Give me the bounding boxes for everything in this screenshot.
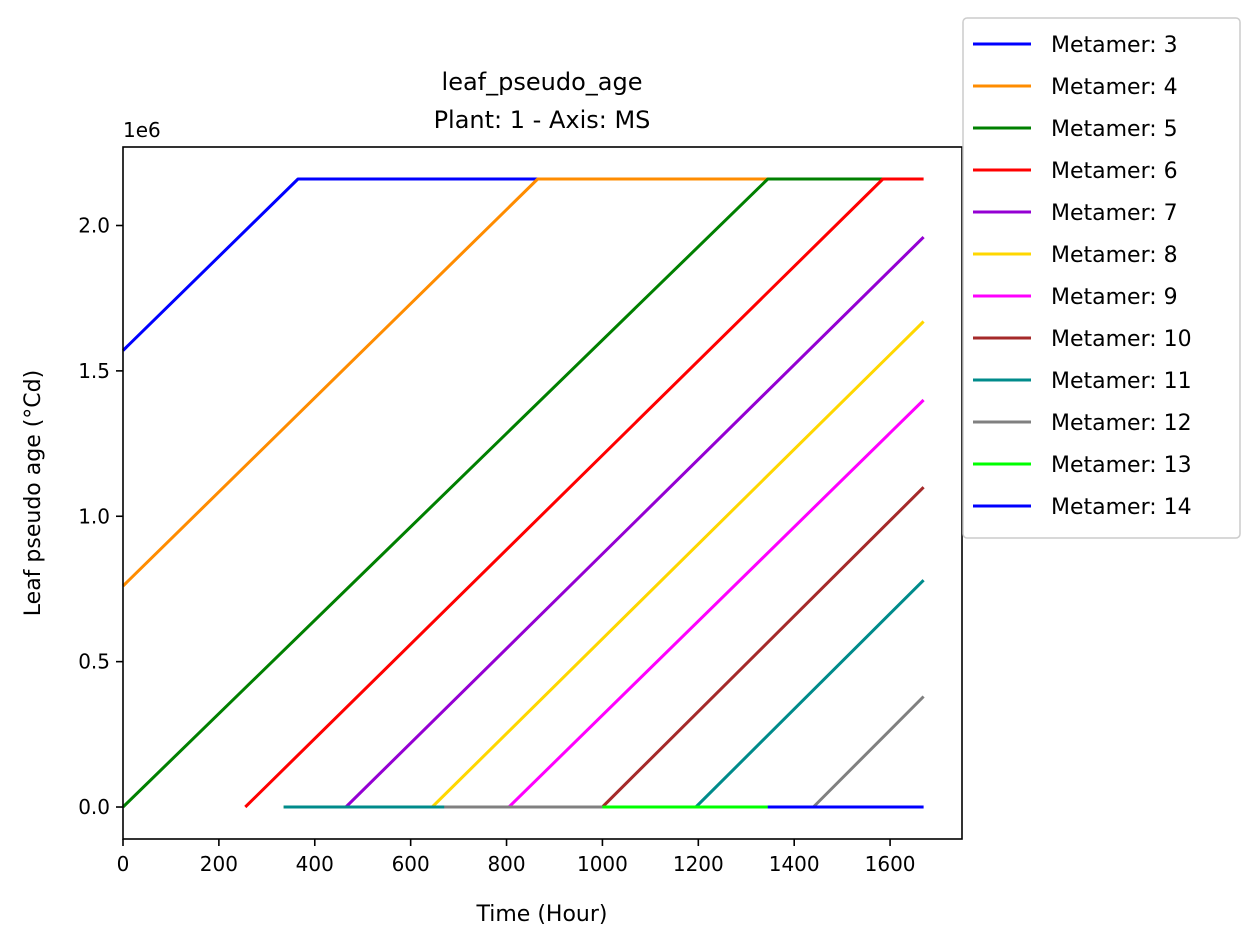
x-tick-label: 200 <box>200 852 238 876</box>
legend: Metamer: 3 Metamer: 4 Metamer: 5 Metamer: 6… <box>962 17 1241 539</box>
legend-label: Metamer: 3 <box>1051 33 1178 58</box>
x-tick-label: 1400 <box>769 852 820 876</box>
x-tick-label: 1600 <box>865 852 916 876</box>
series-line-1 <box>121 177 574 352</box>
series-line-4 <box>244 177 924 809</box>
legend-label: Metamer: 10 <box>1051 327 1192 352</box>
series-line-2 <box>121 177 768 588</box>
legend-label: Metamer: 13 <box>1051 453 1192 478</box>
x-tick-label: 600 <box>392 852 430 876</box>
chart-title: leaf_pseudo_age <box>442 68 643 96</box>
legend-label: Metamer: 12 <box>1051 411 1192 436</box>
legend-label: Metamer: 6 <box>1051 159 1178 184</box>
legend-label: Metamer: 11 <box>1051 369 1192 394</box>
series-layer <box>121 177 925 809</box>
y-tick-label: 2.0 <box>78 214 110 238</box>
legend-label: Metamer: 4 <box>1051 75 1178 100</box>
y-tick-label: 0.0 <box>78 795 110 819</box>
chart-subtitle: Plant: 1 - Axis: MS <box>434 106 651 134</box>
series-line-7 <box>507 398 925 809</box>
x-tick-label: 0 <box>117 852 130 876</box>
legend-label: Metamer: 14 <box>1051 495 1192 520</box>
x-tick-label: 1200 <box>673 852 724 876</box>
y-tick-label: 0.5 <box>78 650 110 674</box>
plot-frame <box>122 146 963 840</box>
legend-label: Metamer: 7 <box>1051 201 1178 226</box>
x-axis-label: Time (Hour) <box>476 902 608 927</box>
legend-frame <box>962 17 1241 539</box>
series-line-10 <box>444 695 925 809</box>
legend-label: Metamer: 8 <box>1051 243 1178 268</box>
y-axis-label: Leaf pseudo age (°Cd) <box>21 370 46 616</box>
series-line-3 <box>121 177 883 809</box>
x-tick-label: 400 <box>296 852 334 876</box>
legend-label: Metamer: 5 <box>1051 117 1178 142</box>
x-tick-label: 800 <box>487 852 525 876</box>
legend-label: Metamer: 9 <box>1051 285 1178 310</box>
y-scale-label: 1e6 <box>123 118 161 142</box>
series-line-5 <box>344 236 925 809</box>
y-axis-ticks: 0.0 0.5 1.0 1.5 2.0 <box>78 214 123 819</box>
y-tick-label: 1.0 <box>78 504 110 528</box>
y-tick-label: 1.5 <box>78 359 110 383</box>
x-axis-ticks: 0 200 400 600 800 1000 1200 1400 1600 <box>117 839 916 876</box>
series-line-6 <box>283 320 925 809</box>
x-tick-label: 1000 <box>577 852 628 876</box>
series-line-8 <box>601 486 925 809</box>
